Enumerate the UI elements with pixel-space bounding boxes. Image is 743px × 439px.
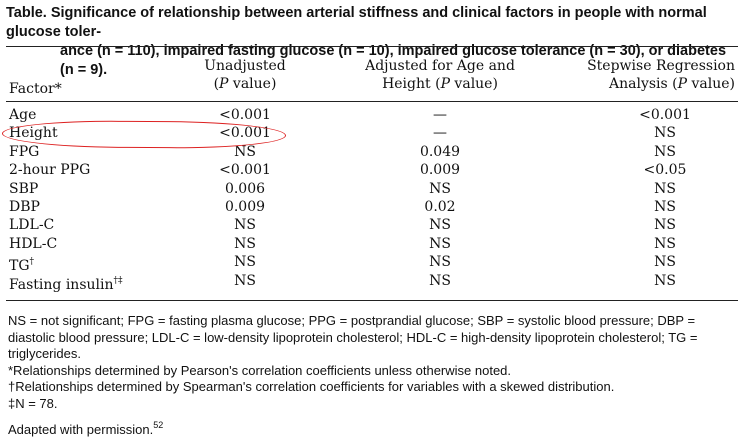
unadjusted-cell: NS xyxy=(234,235,256,252)
factor-cell: FPG xyxy=(9,143,40,160)
stepwise-cell: NS xyxy=(654,254,676,271)
factor-cell: SBP xyxy=(9,180,39,197)
table-row: HDL-C NS NS NS xyxy=(0,235,743,254)
header-adjusted-line-1: Adjusted for Age and xyxy=(365,58,515,74)
stepwise-cell: NS xyxy=(654,143,676,160)
table-row: Height <0.001 — NS xyxy=(0,124,743,143)
factor-cell: DBP xyxy=(9,199,40,215)
header-unadjusted: Unadjusted (P value) xyxy=(180,57,310,93)
unadjusted-cell: NS xyxy=(234,272,256,289)
caption-line-2: ance (n = 110), impaired fasting glucose… xyxy=(60,43,727,78)
stepwise-cell: NS xyxy=(654,199,676,215)
table-bottom-rule xyxy=(6,300,738,301)
adjusted-cell: NS xyxy=(429,217,451,234)
stepwise-cell: NS xyxy=(654,217,676,234)
header-factor: Factor* xyxy=(9,81,62,97)
factor-superscript: † xyxy=(29,257,35,268)
adjusted-cell: NS xyxy=(429,235,451,252)
unadjusted-cell: <0.001 xyxy=(219,162,271,179)
table-row: SBP 0.006 NS NS xyxy=(0,180,743,199)
adjusted-cell: — xyxy=(433,107,447,123)
footnote-double-dagger: ‡N = 78. xyxy=(8,395,58,411)
factor-cell: LDL-C xyxy=(9,217,55,234)
factor-cell: HDL-C xyxy=(9,235,58,252)
unadjusted-cell: NS xyxy=(234,217,256,234)
header-unadjusted-line-1: Unadjusted xyxy=(204,58,286,74)
header-unadjusted-line-2: (P value) xyxy=(213,76,277,92)
table-top-rule xyxy=(6,46,738,47)
table-row: 2-hour PPG <0.001 0.009 <0.05 xyxy=(0,161,743,180)
adjusted-cell: 0.009 xyxy=(419,162,461,179)
header-stepwise: Stepwise Regression Analysis (P value) xyxy=(585,57,735,93)
unadjusted-cell: <0.001 xyxy=(219,107,271,123)
unadjusted-cell: NS xyxy=(234,143,256,160)
header-stepwise-line-2: Analysis (P value) xyxy=(609,76,735,92)
stepwise-cell: NS xyxy=(654,180,676,197)
header-stepwise-line-1: Stepwise Regression xyxy=(587,58,735,74)
table-row: Age <0.001 — <0.001 xyxy=(0,106,743,125)
table-caption: Table. Significance of relationship betw… xyxy=(6,4,736,80)
adjusted-cell: 0.049 xyxy=(419,143,461,160)
unadjusted-cell: 0.009 xyxy=(224,199,266,215)
factor-cell: TG† xyxy=(9,257,35,275)
header-rule xyxy=(6,101,738,102)
footnote-star: *Relationships determined by Pearson's c… xyxy=(8,362,512,378)
adjusted-cell: NS xyxy=(429,254,451,271)
unadjusted-cell: <0.001 xyxy=(219,125,271,142)
unadjusted-cell: NS xyxy=(234,254,256,271)
factor-superscript: †‡ xyxy=(113,275,123,286)
footnote-dagger: †Relationships determined by Spearman's … xyxy=(8,379,615,394)
footnote-abbreviations: NS = not significant; FPG = fasting plas… xyxy=(8,313,698,361)
stepwise-cell: <0.05 xyxy=(643,162,687,179)
table-row: LDL-C NS NS NS xyxy=(0,216,743,235)
table-row: FPG NS 0.049 NS xyxy=(0,143,743,162)
factor-cell: Fasting insulin†‡ xyxy=(9,275,123,293)
footnote-adapted: Adapted with permission.52 xyxy=(8,420,164,437)
stepwise-cell: NS xyxy=(654,125,676,142)
adjusted-cell: — xyxy=(433,125,447,142)
adjusted-cell: 0.02 xyxy=(424,199,456,215)
table-row: DBP 0.009 0.02 NS xyxy=(0,198,743,217)
stepwise-cell: <0.001 xyxy=(639,107,691,123)
header-adjusted: Adjusted for Age and Height (P value) xyxy=(360,57,520,93)
stepwise-cell: NS xyxy=(654,272,676,289)
footnote-adapted-ref: 52 xyxy=(153,420,164,430)
factor-cell: Height xyxy=(9,125,58,142)
stepwise-cell: NS xyxy=(654,235,676,252)
caption-line-1: Significance of relationship between art… xyxy=(6,5,707,40)
factor-cell: 2-hour PPG xyxy=(9,162,91,179)
adjusted-cell: NS xyxy=(429,272,451,289)
caption-label: Table. xyxy=(6,5,47,21)
adjusted-cell: NS xyxy=(429,180,451,197)
factor-cell: Age xyxy=(9,107,37,123)
table-row: Fasting insulin†‡ NS NS NS xyxy=(0,272,743,293)
header-adjusted-line-2: Height (P value) xyxy=(382,76,498,92)
table-row: TG† NS NS NS xyxy=(0,253,743,275)
unadjusted-cell: 0.006 xyxy=(224,180,266,197)
table-footnotes: NS = not significant; FPG = fasting plas… xyxy=(8,313,738,439)
